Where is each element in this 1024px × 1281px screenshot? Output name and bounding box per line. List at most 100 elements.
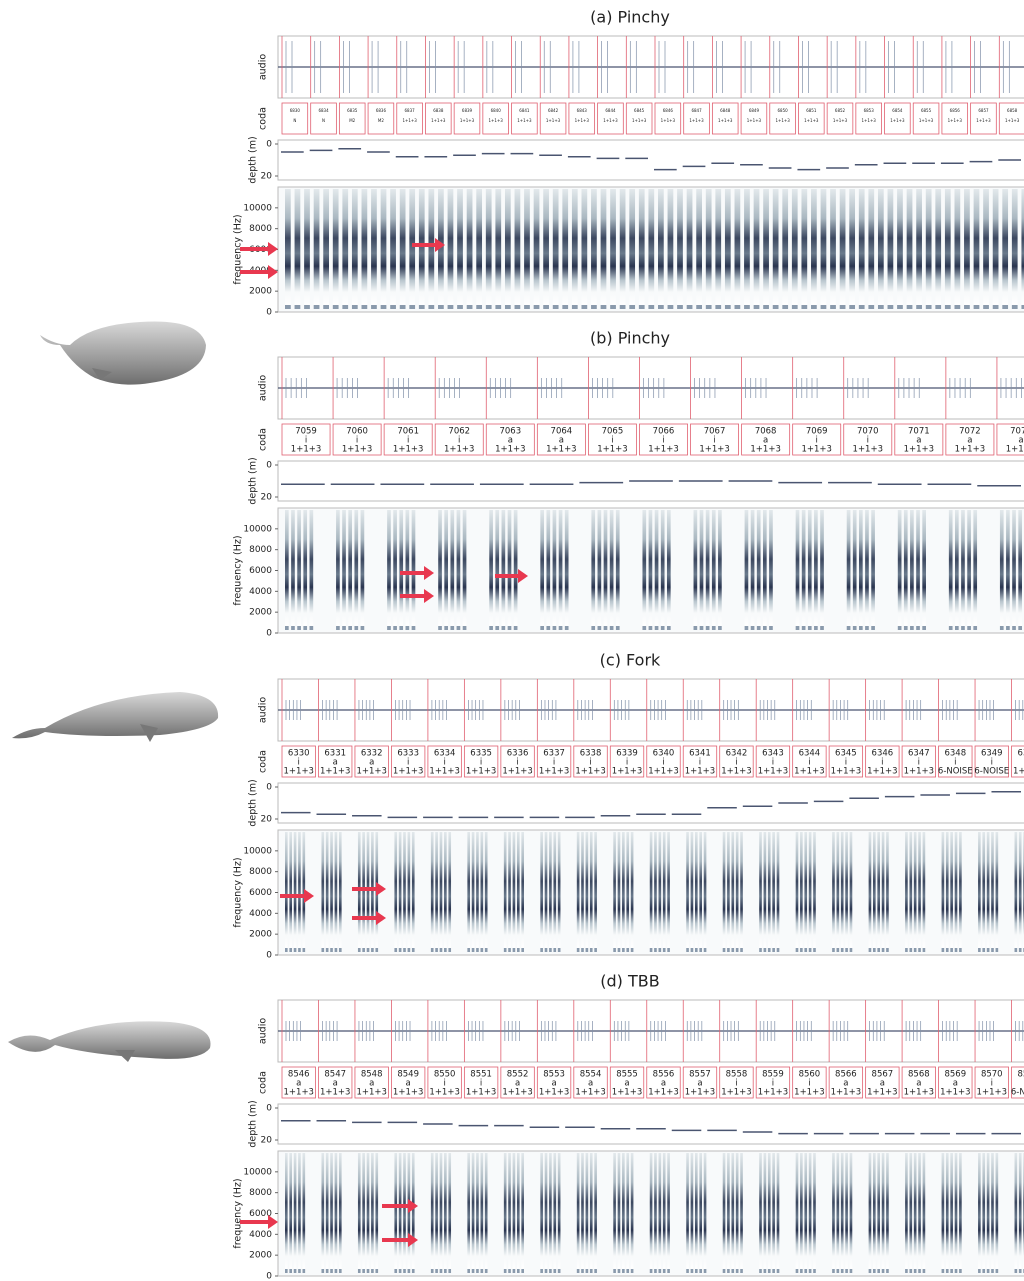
spectrogram-low xyxy=(586,948,589,952)
spectrogram-low xyxy=(565,626,569,630)
spectrogram-low xyxy=(444,948,447,952)
frequency-tick-label: 4000 xyxy=(249,1230,272,1240)
spectrogram-low xyxy=(696,305,702,309)
spectrogram-low xyxy=(485,1269,488,1273)
spectrogram-low xyxy=(706,305,712,309)
spectrogram-low xyxy=(792,305,798,309)
spectrogram-low xyxy=(677,305,683,309)
spectrogram-low xyxy=(303,1269,306,1273)
spectrogram-click xyxy=(959,832,962,949)
spectrogram-click xyxy=(942,1153,945,1270)
spectrogram-click xyxy=(339,832,342,949)
spectrogram-click xyxy=(830,189,836,306)
spectrogram-low xyxy=(553,1269,556,1273)
spectrogram-click xyxy=(754,189,760,306)
spectrogram-low xyxy=(358,1269,361,1273)
frequency-tick-label: 2000 xyxy=(249,608,272,618)
spectrogram-low xyxy=(1015,948,1018,952)
frequency-tick-label: 0 xyxy=(266,1272,272,1281)
spectrogram-click xyxy=(586,832,589,949)
spectrogram-click xyxy=(521,832,524,949)
spectrogram-low xyxy=(772,948,775,952)
spectrogram-low xyxy=(1019,948,1022,952)
spectrogram-click xyxy=(594,1153,597,1270)
spectrogram-low xyxy=(419,305,425,309)
spectrogram-click xyxy=(955,510,959,627)
coda-id: 6830 xyxy=(290,108,301,113)
spectrogram-click xyxy=(706,189,712,306)
spectrogram-low xyxy=(926,305,932,309)
spectrogram-click xyxy=(591,189,597,306)
arrow-head xyxy=(268,265,278,279)
spectrogram-low xyxy=(553,305,559,309)
spectrogram-low xyxy=(649,626,653,630)
depth-frame xyxy=(278,1104,1024,1144)
spectrogram-click xyxy=(796,832,799,949)
spectrogram-low xyxy=(622,948,625,952)
spectrogram-low xyxy=(610,626,614,630)
spectrogram-low xyxy=(964,305,970,309)
spectrogram-click xyxy=(706,510,710,627)
spectrogram-click xyxy=(335,832,338,949)
spectrogram-low xyxy=(371,305,377,309)
spectrogram-low xyxy=(431,948,434,952)
spectrogram-low xyxy=(694,626,698,630)
panel-title: (d) TBB xyxy=(600,972,659,991)
spectrogram-low xyxy=(508,626,512,630)
spectrogram-click xyxy=(408,832,411,949)
frequency-tick-label: 8000 xyxy=(249,1188,272,1198)
coda-type: 1+1+3 xyxy=(502,1088,532,1098)
coda-type: 1+1+3 xyxy=(393,767,423,777)
spectrogram-low xyxy=(610,305,616,309)
spectrogram-low xyxy=(725,305,731,309)
spectrogram-low xyxy=(408,1269,411,1273)
coda-type: 1+1+3 xyxy=(831,1088,861,1098)
spectrogram-click xyxy=(367,1153,370,1270)
spectrogram-low xyxy=(616,626,620,630)
spectrogram-click xyxy=(837,1153,840,1270)
spectrogram-click xyxy=(444,1153,447,1270)
spectrogram-low xyxy=(740,1269,743,1273)
coda-type: M2 xyxy=(378,118,384,123)
whale-illustration xyxy=(12,692,218,742)
spectrogram-click xyxy=(1002,189,1008,306)
spectrogram-low xyxy=(534,305,540,309)
spectrogram-low xyxy=(801,305,807,309)
spectrogram-click xyxy=(304,189,310,306)
spectrogram-click xyxy=(285,510,289,627)
spectrogram-low xyxy=(955,626,959,630)
coda-id: 6837 xyxy=(405,108,416,113)
spectrogram-click xyxy=(687,189,693,306)
spectrogram-low xyxy=(390,305,396,309)
spectrogram-click xyxy=(946,832,949,949)
spectrogram-low xyxy=(832,948,835,952)
spectrogram-low xyxy=(450,626,454,630)
spectrogram-low xyxy=(687,305,693,309)
spectrogram-click xyxy=(543,189,549,306)
spectrogram-click xyxy=(950,832,953,949)
spectrogram-low xyxy=(642,626,646,630)
spectrogram-low xyxy=(904,626,908,630)
spectrogram-click xyxy=(285,1153,288,1270)
coda-type: 1+1+3 xyxy=(444,445,474,455)
spectrogram-low xyxy=(907,305,913,309)
spectrogram-low xyxy=(841,1269,844,1273)
depth-label: depth (m) xyxy=(248,457,259,504)
spectrogram-low xyxy=(326,948,329,952)
depth-label: depth (m) xyxy=(248,136,259,183)
coda-type: 1+1+3 xyxy=(904,767,934,777)
spectrogram-low xyxy=(285,626,289,630)
spectrogram-low xyxy=(297,626,301,630)
spectrogram-low xyxy=(804,948,807,952)
spectrogram-click xyxy=(699,1153,702,1270)
spectrogram-click xyxy=(667,1153,670,1270)
coda-type: 1+1+3 xyxy=(517,118,532,123)
spectrogram-low xyxy=(408,948,411,952)
spectrogram-click xyxy=(845,1153,848,1270)
spectrogram-click xyxy=(772,832,775,949)
spectrogram-click xyxy=(310,510,314,627)
spectrogram-click xyxy=(882,832,885,949)
spectrogram-click xyxy=(394,832,397,949)
spectrogram-low xyxy=(736,1269,739,1273)
spectrogram-low xyxy=(604,626,608,630)
